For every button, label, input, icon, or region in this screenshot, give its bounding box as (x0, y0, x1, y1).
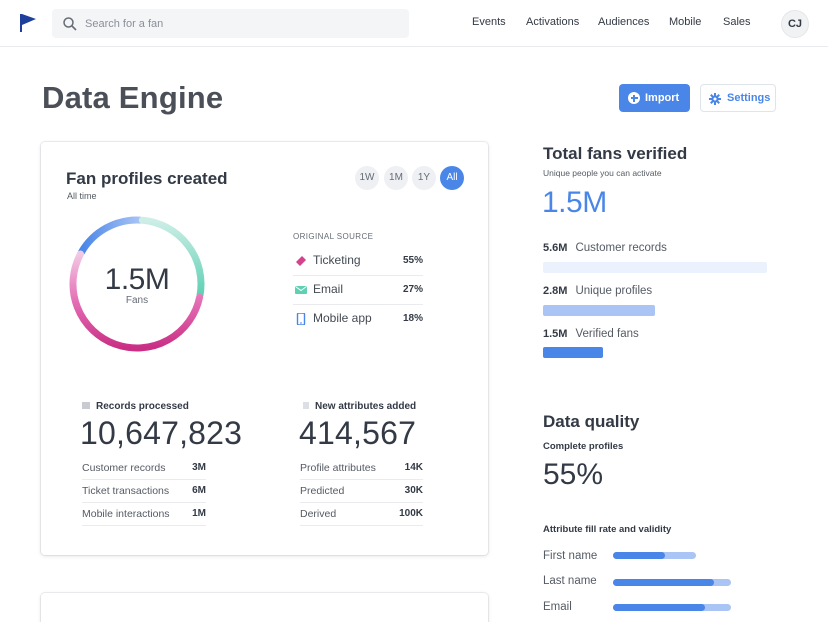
attribute-last-name-label: Last name (543, 575, 597, 587)
import-button[interactable]: Import (619, 84, 690, 112)
donut-segment-email (138, 216, 205, 299)
period-1w[interactable]: 1W (355, 166, 379, 190)
settings-button[interactable]: Settings (700, 84, 776, 112)
records-row: Mobile interactions 1M (82, 503, 206, 526)
records-row-label: Ticket transactions (82, 485, 170, 497)
total-fans-verified-value: 1.5M (542, 186, 607, 219)
fan-profiles-title: Fan profiles created (66, 169, 228, 188)
attributes-row-value: 100K (399, 508, 423, 519)
settings-button-label: Settings (727, 92, 771, 104)
mobile-icon (296, 313, 306, 325)
source-row-email: Email 27% (293, 276, 423, 305)
original-source-header: ORIGINAL SOURCE (293, 232, 374, 241)
donut-segment-ticketing (69, 250, 204, 352)
verified-row-value: 2.8M (543, 285, 568, 297)
attributes-row-value: 14K (404, 462, 423, 473)
plus-circle-icon (628, 92, 640, 104)
attribute-email-bar (613, 604, 731, 611)
fan-profiles-subtitle: All time (67, 191, 97, 201)
nav-activations[interactable]: Activations (526, 16, 580, 28)
search-input[interactable] (85, 14, 385, 33)
records-row-label: Customer records (82, 462, 166, 474)
flag-logo-icon[interactable] (20, 13, 38, 33)
total-fans-verified-title: Total fans verified (543, 144, 688, 163)
total-fans-value: 1.5M (104, 263, 170, 296)
total-fans-label: Fans (125, 295, 149, 306)
folder-icon (82, 402, 90, 409)
verified-row-value: 1.5M (543, 328, 568, 340)
nav-mobile[interactable]: Mobile (669, 16, 702, 28)
attributes-row-label: Predicted (300, 485, 345, 497)
source-percent: 55% (402, 255, 423, 266)
records-row-value: 6M (192, 485, 206, 496)
search-icon (63, 17, 77, 31)
donut-segment-mobile-app (78, 216, 144, 256)
records-row-value: 1M (192, 508, 206, 519)
records-row: Ticket transactions 6M (82, 480, 206, 503)
attribute-first-name-label: First name (543, 550, 598, 562)
attribute-last-name-bar (613, 579, 731, 586)
source-row-ticketing: Ticketing 55% (293, 247, 423, 276)
attributes-row-label: Derived (300, 508, 337, 520)
attributes-row: Predicted 30K (300, 480, 423, 503)
source-name: Email (313, 282, 344, 296)
attribute-email-label: Email (543, 601, 572, 613)
records-processed-label: Records processed (96, 401, 189, 412)
attributes-row-value: 30K (404, 485, 423, 496)
attribute-fill-header: Attribute fill rate and validity (543, 524, 672, 535)
attribute-fill (613, 604, 705, 611)
source-percent: 27% (402, 284, 423, 295)
new-attributes-value: 414,567 (299, 415, 417, 451)
data-quality-title: Data quality (543, 412, 640, 431)
complete-profiles-label: Complete profiles (543, 441, 624, 452)
verified-row-verified-fans: 1.5M Verified fans (543, 328, 639, 340)
secondary-card (41, 593, 488, 622)
verified-bar-verified-fans (543, 347, 603, 358)
total-fans-verified-subtitle: Unique people you can activate (543, 168, 662, 178)
attributes-row: Profile attributes 14K (300, 457, 423, 480)
nav-events[interactable]: Events (472, 16, 506, 28)
period-all[interactable]: All (440, 166, 464, 190)
records-processed-header: Records processed (82, 401, 189, 412)
verified-row-customer-records: 5.6M Customer records (543, 242, 667, 254)
verified-bar-unique-profiles (543, 305, 655, 316)
top-navigation-bar: Events Activations Audiences Mobile Sale… (0, 0, 828, 47)
records-processed-value: 10,647,823 (80, 415, 243, 451)
user-avatar[interactable]: CJ (781, 10, 809, 38)
verified-row-value: 5.6M (543, 242, 568, 254)
import-button-label: Import (645, 92, 680, 104)
attributes-row-label: Profile attributes (300, 462, 376, 474)
page-title: Data Engine (42, 80, 224, 115)
records-row-value: 3M (192, 462, 206, 473)
verified-row-unique-profiles: 2.8M Unique profiles (543, 285, 652, 297)
source-percent: 18% (402, 313, 423, 324)
email-icon (295, 286, 307, 294)
search-bar[interactable] (52, 9, 409, 38)
period-1y[interactable]: 1Y (412, 166, 436, 190)
ticket-icon (296, 256, 306, 266)
verified-row-label: Customer records (575, 242, 667, 254)
new-attributes-label: New attributes added (315, 401, 417, 412)
attributes-row: Derived 100K (300, 503, 423, 526)
gear-icon (709, 93, 721, 105)
attribute-fill (613, 579, 714, 586)
verified-row-label: Verified fans (575, 328, 639, 340)
attribute-first-name-bar (613, 552, 696, 559)
records-row-label: Mobile interactions (82, 508, 170, 520)
period-1m[interactable]: 1M (384, 166, 408, 190)
source-name: Mobile app (313, 311, 372, 325)
attribute-fill (613, 552, 665, 559)
verified-row-label: Unique profiles (575, 285, 653, 297)
fan-profiles-card: Fan profiles created All time 1W 1M 1Y A… (41, 142, 488, 555)
complete-profiles-value: 55% (543, 458, 604, 491)
fan-sources-donut (69, 216, 205, 352)
records-row: Customer records 3M (82, 457, 206, 480)
source-name: Ticketing (313, 253, 361, 267)
nav-sales[interactable]: Sales (723, 16, 751, 28)
verified-bar-customer-records (543, 262, 767, 273)
new-attributes-header: New attributes added (303, 401, 416, 412)
document-icon (303, 402, 309, 409)
source-row-mobile-app: Mobile app 18% (293, 305, 423, 334)
nav-audiences[interactable]: Audiences (598, 16, 650, 28)
